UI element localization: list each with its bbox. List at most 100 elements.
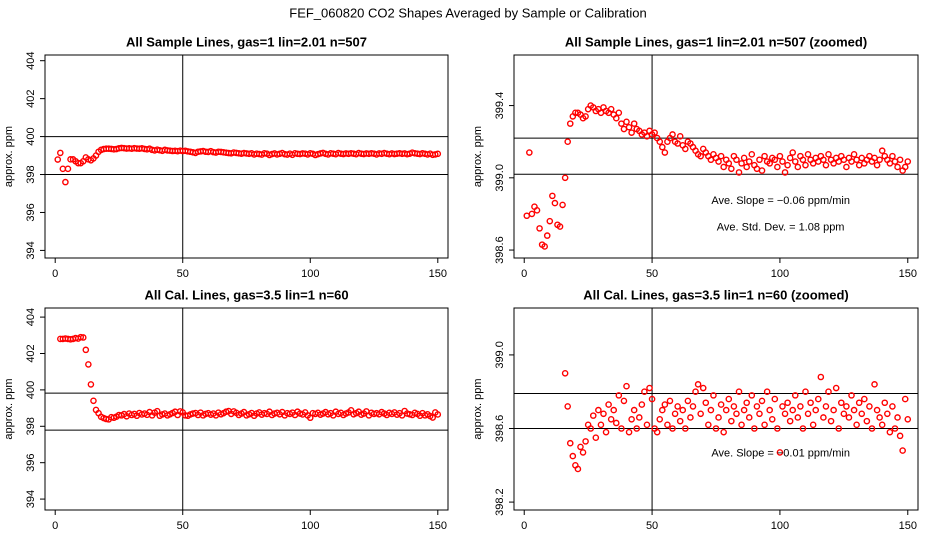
x-tick-label: 0 (52, 268, 58, 280)
x-tick-label: 150 (429, 520, 447, 532)
data-point (722, 406, 730, 414)
data-point (620, 397, 628, 405)
data-point (776, 152, 784, 160)
x-tick-label: 100 (771, 268, 789, 280)
data-point (861, 395, 868, 403)
data-point (794, 163, 802, 171)
data-point (761, 152, 768, 160)
data-point (791, 158, 799, 165)
data-point (855, 399, 863, 407)
data-point (850, 151, 858, 158)
data-point (90, 397, 97, 405)
data-point (682, 145, 689, 153)
data-point (429, 414, 436, 421)
data-point (871, 381, 878, 388)
data-point (799, 425, 807, 432)
y-axis-label: approx. ppm (472, 126, 484, 187)
data-point (758, 397, 766, 405)
data-point (894, 414, 901, 421)
data-point (725, 395, 733, 403)
data-point (669, 131, 676, 138)
data-point (656, 138, 664, 145)
data-point (669, 425, 676, 432)
data-point (889, 152, 896, 160)
plot-area (514, 55, 918, 258)
data-point (820, 156, 827, 164)
data-point (735, 169, 743, 176)
data-point (771, 395, 779, 403)
data-point (748, 392, 756, 399)
data-point (676, 132, 684, 140)
x-tick-label: 100 (771, 520, 789, 532)
data-point (561, 174, 569, 182)
data-point (886, 428, 894, 436)
y-tick-label: 396 (25, 454, 37, 472)
data-point (697, 410, 704, 418)
data-point (564, 138, 571, 145)
data-point (766, 160, 773, 167)
data-point (868, 425, 876, 432)
data-point (656, 416, 664, 423)
data-point (745, 158, 753, 165)
data-point (779, 403, 786, 410)
data-point (776, 449, 784, 456)
data-point (551, 199, 559, 207)
data-point (528, 210, 536, 218)
data-point (623, 118, 630, 126)
data-point (717, 401, 725, 408)
data-point (756, 156, 763, 164)
x-tick-label: 150 (429, 268, 447, 280)
data-point (710, 392, 717, 399)
data-point (766, 406, 773, 414)
data-point (643, 421, 651, 429)
data-point (730, 403, 738, 410)
data-point (671, 410, 679, 418)
data-point (740, 406, 748, 414)
data-point (564, 403, 571, 410)
data-point (768, 416, 776, 423)
data-point (79, 334, 87, 341)
data-point (57, 149, 64, 157)
data-point (745, 414, 753, 421)
data-point (628, 416, 635, 423)
data-point (676, 417, 684, 425)
data-point (702, 399, 710, 407)
x-tick-label: 0 (52, 520, 58, 532)
plot-area (45, 55, 448, 258)
data-point (592, 434, 600, 441)
x-tick-label: 50 (177, 268, 189, 280)
data-point (853, 421, 860, 429)
plot-area (45, 308, 448, 510)
data-point (784, 161, 791, 169)
data-point (82, 346, 90, 354)
annotation: Ave. Std. Dev. = 1.08 ppm (717, 221, 845, 233)
data-point (804, 151, 812, 158)
data-point (566, 439, 574, 447)
data-point (625, 428, 633, 436)
data-point (549, 192, 556, 200)
data-point (904, 416, 912, 423)
data-point (630, 120, 638, 127)
data-point (607, 416, 615, 423)
data-point (825, 388, 832, 396)
data-point (77, 333, 85, 341)
panel: All Cal. Lines, gas=3.5 lin=1 n=60 approx… (3, 287, 449, 532)
data-point (899, 447, 906, 454)
data-point (781, 410, 789, 418)
data-point (761, 421, 768, 429)
panel-title: All Cal. Lines, gas=3.5 lin=1 n=60 (zoom… (583, 287, 849, 302)
data-point (781, 169, 789, 176)
data-point (587, 425, 595, 432)
data-point (607, 105, 615, 113)
data-point (901, 395, 909, 403)
data-point (756, 410, 763, 418)
data-point (615, 392, 623, 399)
data-point (87, 381, 95, 388)
data-point (623, 382, 630, 390)
data-point (697, 152, 704, 160)
data-point (774, 425, 781, 432)
data-point (807, 399, 814, 407)
data-point (682, 425, 689, 432)
x-tick-label: 0 (521, 268, 527, 280)
y-tick-label: 398.2 (494, 488, 506, 516)
